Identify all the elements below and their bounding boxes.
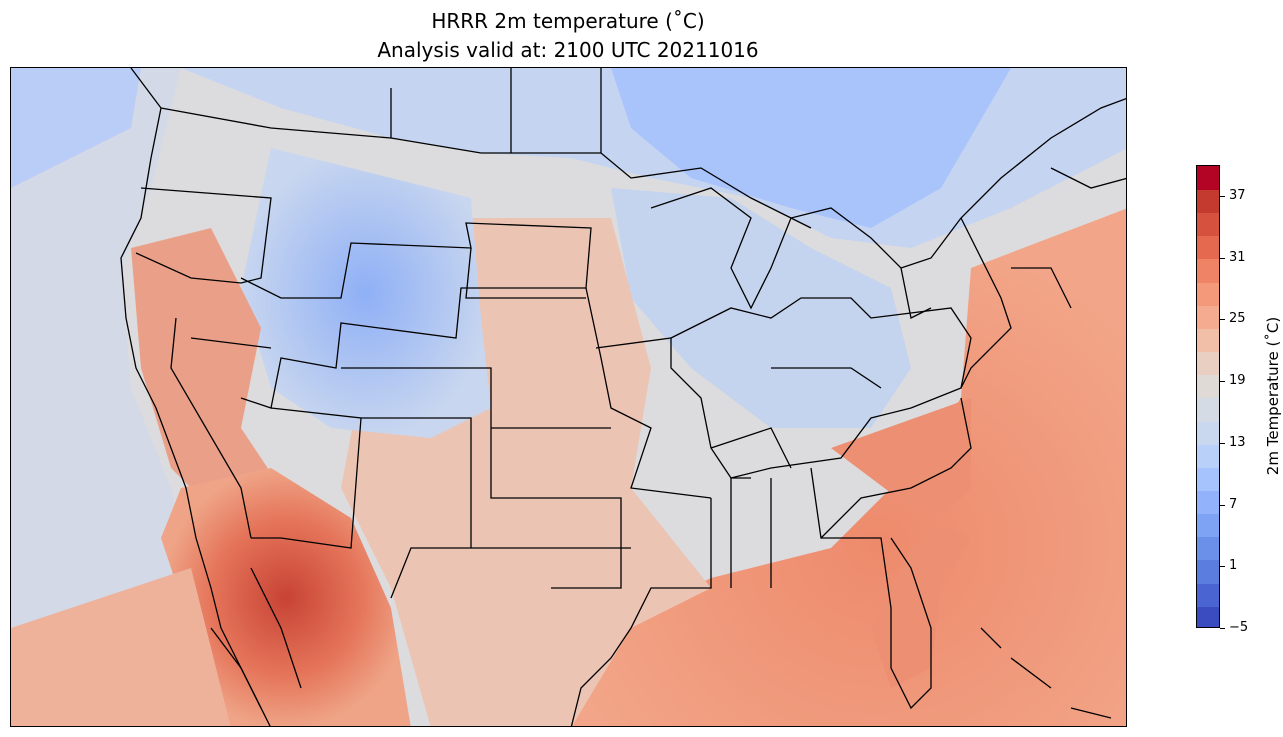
colorbar-tick [1220, 258, 1225, 259]
north-pacific-cool [11, 68, 141, 188]
chart-title-line2: Analysis valid at: 2100 UTC 20211016 [377, 38, 759, 62]
colorbar-tick [1220, 505, 1225, 506]
colorbar-segment [1197, 166, 1219, 190]
colorbar-tick [1220, 381, 1225, 382]
colorbar-segment [1197, 212, 1219, 237]
colorbar-segment [1197, 420, 1219, 445]
chart-title-line1: HRRR 2m temperature (˚C) [431, 9, 705, 33]
colorbar-tick-label: 37 [1229, 188, 1246, 203]
colorbar-tick [1220, 628, 1225, 629]
colorbar-tick [1220, 319, 1225, 320]
colorbar-segment [1197, 189, 1219, 214]
pacific-ocean [11, 68, 191, 628]
pacific-warm-south [11, 568, 231, 726]
colorbar-tick-label: 19 [1229, 373, 1246, 388]
map-svg [11, 68, 1126, 726]
colorbar-segment [1197, 605, 1219, 627]
colorbar-segment [1197, 397, 1219, 422]
colorbar-segment [1197, 328, 1219, 353]
southeast-warm [831, 398, 971, 688]
ontario-cool [611, 68, 1011, 228]
california-warm [131, 228, 281, 538]
colorbar-segment [1197, 490, 1219, 515]
colorbar-tick [1220, 566, 1225, 567]
colorbar-tick [1220, 196, 1225, 197]
colorbar-segment [1197, 351, 1219, 376]
colorbar-tick-label: 7 [1229, 497, 1238, 512]
colorbar-segment [1197, 582, 1219, 607]
mexico-hot [161, 468, 411, 726]
colorbar-segment [1197, 258, 1219, 283]
colorbar [1196, 165, 1220, 628]
colorbar-tick [1220, 443, 1225, 444]
colorbar-segment [1197, 281, 1219, 306]
colorbar-segment [1197, 536, 1219, 561]
colorbar-tick-label: 25 [1229, 311, 1246, 326]
colorbar-segment [1197, 559, 1219, 584]
colorbar-tick-label: 13 [1229, 435, 1246, 450]
colorbar-segment [1197, 513, 1219, 538]
rocky-mountains-cool [241, 148, 491, 438]
atlantic-gulf-warm [571, 208, 1126, 726]
colorbar-segment [1197, 304, 1219, 329]
temperature-map [10, 67, 1127, 727]
colorbar-label: 2m Temperature (˚C) [1264, 316, 1282, 476]
colorbar-segment [1197, 443, 1219, 468]
colorbar-segment [1197, 466, 1219, 491]
coastlines-borders [120, 68, 1126, 726]
colorbar-tick-label: 1 [1229, 558, 1238, 573]
colorbar-segment [1197, 235, 1219, 260]
colorbar-tick-label: 31 [1229, 250, 1246, 265]
colorbar-segment [1197, 374, 1219, 399]
colorbar-tick-label: −5 [1229, 620, 1249, 635]
